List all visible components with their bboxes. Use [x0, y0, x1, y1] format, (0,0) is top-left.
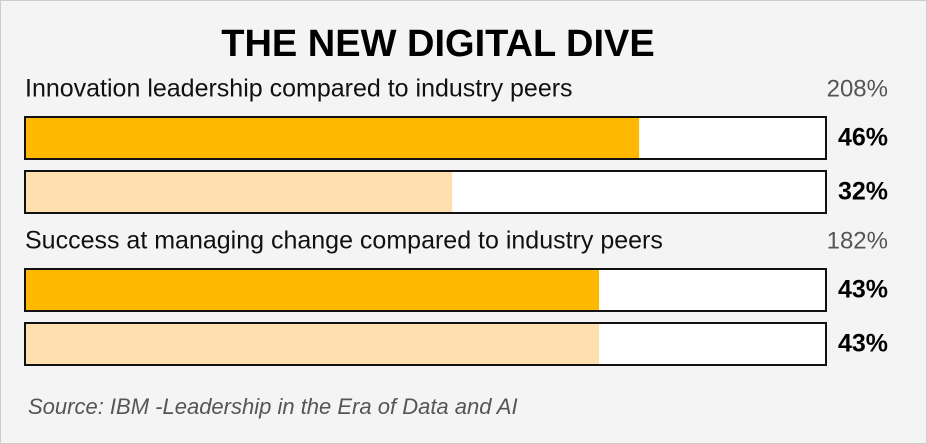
value-label: 32%: [838, 178, 888, 206]
chart-title: THE NEW DIGITAL DIVE: [221, 23, 655, 65]
annotation: 208%: [827, 75, 888, 102]
value-label: 46%: [838, 124, 888, 152]
value-label: 43%: [838, 276, 888, 304]
bar: [25, 323, 600, 365]
category-label: Innovation leadership compared to indust…: [25, 75, 573, 103]
bar-frame: [24, 322, 827, 366]
bar-frame: [24, 268, 827, 312]
value-label: 43%: [838, 330, 888, 358]
bar: [25, 117, 640, 159]
bar-frame: [24, 116, 827, 160]
bar: [25, 171, 453, 213]
bar-frame: [24, 170, 827, 214]
bar: [25, 269, 600, 311]
source: Source: IBM -Leadership in the Era of Da…: [28, 394, 518, 419]
category-label: Success at managing change compared to i…: [25, 227, 663, 255]
annotation: 182%: [827, 227, 888, 254]
